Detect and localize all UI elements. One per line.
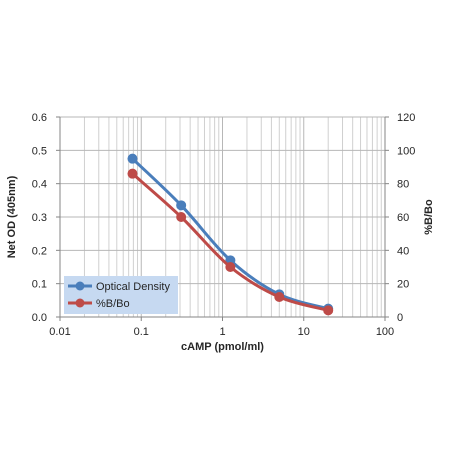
legend-label: %B/Bo (96, 298, 130, 310)
data-point (274, 292, 285, 302)
data-point (127, 153, 138, 164)
y-tick-label: 0.6 (32, 112, 47, 124)
y2-tick-label: 60 (397, 212, 409, 224)
data-point (323, 305, 334, 316)
y2-tick-label: 40 (397, 245, 409, 257)
y-tick-label: 0.5 (32, 145, 47, 157)
legend-label: Optical Density (96, 281, 170, 293)
x-tick-label: 1 (219, 326, 225, 338)
data-point (176, 212, 187, 222)
y-tick-label: 0.2 (32, 245, 47, 257)
legend: Optical Density %B/Bo (64, 276, 178, 314)
y2-tick-label: 100 (397, 145, 415, 157)
x-axis-title: cAMP (pmol/ml) (181, 341, 264, 353)
y2-tick-label: 120 (397, 112, 415, 124)
data-point (225, 262, 236, 272)
x-tick-label: 0.01 (49, 326, 70, 338)
y2-tick-label: 0 (397, 312, 403, 324)
y-axis-title: Net OD (405nm) (6, 175, 18, 258)
x-tick-label: 0.1 (134, 326, 149, 338)
legend-swatch-marker (75, 298, 85, 308)
x-tick-label: 100 (376, 326, 394, 338)
x-tick-label: 10 (298, 326, 310, 338)
y-tick-label: 0.3 (32, 212, 47, 224)
legend-background (64, 276, 178, 314)
y-tick-label: 0.0 (32, 312, 47, 324)
series (127, 153, 334, 316)
data-point (176, 200, 187, 211)
y-tick-label: 0.4 (32, 179, 47, 191)
y2-tick-label: 20 (397, 279, 409, 291)
legend-swatch-marker (75, 281, 85, 291)
y-tick-label: 0.1 (32, 279, 47, 291)
y2-axis-title: %B/Bo (423, 199, 435, 235)
data-point (127, 168, 138, 179)
y2-tick-label: 80 (397, 179, 409, 191)
axes: 0.0 0.1 0.2 0.3 0.4 0.5 0.6 0 20 40 60 80 100 120 0.01… (32, 112, 416, 338)
